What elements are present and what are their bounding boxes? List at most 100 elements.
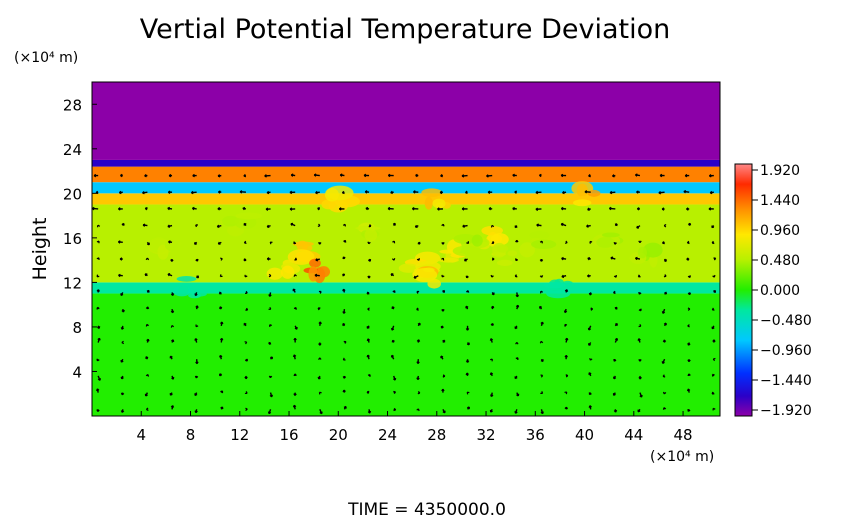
wind-arrowhead <box>293 307 297 310</box>
time-label: TIME = 4350000.0 <box>347 500 506 519</box>
wind-arrowhead <box>615 323 618 326</box>
wind-arrowhead <box>587 327 592 331</box>
heatmap-layer <box>92 159 720 167</box>
wind-arrowhead <box>638 308 642 312</box>
wind-arrowhead <box>171 339 175 343</box>
wind-arrowhead <box>194 241 197 245</box>
wind-arrowhead <box>367 241 371 245</box>
wind-arrowhead <box>268 294 272 297</box>
wind-arrowhead <box>687 343 691 346</box>
wind-arrowhead <box>144 273 148 277</box>
anomaly-blob <box>178 285 189 294</box>
wind-arrowhead <box>191 206 195 211</box>
wind-arrowhead <box>588 173 591 178</box>
anomaly-blob <box>355 226 381 231</box>
wind-arrowhead <box>244 391 248 395</box>
anomaly-blob <box>596 237 615 248</box>
wind-arrowhead <box>170 405 175 408</box>
wind-arrowhead <box>342 323 346 326</box>
wind-arrowhead <box>686 207 689 211</box>
wind-arrowhead <box>343 340 347 344</box>
wind-arrowhead <box>663 274 667 278</box>
wind-arrowhead <box>661 207 665 211</box>
wind-arrowhead <box>118 207 121 211</box>
wind-arrowhead <box>268 306 272 310</box>
wind-arrowhead <box>638 359 642 362</box>
wind-arrowhead <box>171 376 175 380</box>
wind-arrowhead <box>363 173 367 178</box>
wind-arrowhead <box>289 207 293 211</box>
wind-arrowhead <box>416 258 420 261</box>
wind-arrowhead <box>342 311 346 314</box>
wind-arrowhead <box>290 222 294 226</box>
anomaly-blob <box>572 199 592 207</box>
wind-arrowhead <box>190 190 194 195</box>
wind-arrowhead <box>342 357 346 361</box>
wind-arrowhead <box>634 173 638 177</box>
wind-arrowhead <box>415 173 418 178</box>
wind-arrowhead <box>313 173 317 177</box>
colorbar-tick-label: 1.920 <box>760 163 800 179</box>
x-axis: 4 8 12 16 20 24 28 32 36 40 44 48 <box>136 411 693 444</box>
wind-arrowhead <box>539 173 542 178</box>
wind-arrowhead <box>638 376 642 380</box>
wind-arrowhead <box>366 390 370 395</box>
wind-arrowhead <box>243 240 247 245</box>
colorbar-tick-label: 1.440 <box>760 193 800 209</box>
wind-arrowhead <box>168 240 171 244</box>
wind-arrowhead <box>96 358 100 362</box>
wind-arrowhead <box>490 305 495 309</box>
wind-arrowhead <box>97 378 102 381</box>
wind-arrowhead <box>539 290 544 294</box>
wind-arrowhead <box>367 374 371 377</box>
wind-arrowhead <box>317 307 321 311</box>
anomaly-blob <box>452 245 481 257</box>
y-tick-label: 20 <box>63 185 82 203</box>
anomaly-blob <box>321 199 336 210</box>
anomaly-blob <box>424 196 433 210</box>
wind-arrowhead <box>217 241 221 245</box>
wind-arrowhead <box>686 257 689 261</box>
wind-arrowhead <box>120 410 125 413</box>
wind-arrowhead <box>243 222 247 226</box>
wind-arrowhead <box>367 410 372 414</box>
wind-arrowhead <box>587 256 591 261</box>
wind-arrowhead <box>491 240 495 245</box>
wind-arrowhead <box>169 392 173 396</box>
wind-arrowhead <box>416 339 421 342</box>
wind-arrowhead <box>220 321 224 325</box>
wind-arrowhead <box>416 361 420 364</box>
wind-arrowhead <box>145 374 150 377</box>
wind-arrowhead <box>219 354 223 358</box>
wind-arrowhead <box>515 258 519 262</box>
wind-arrowhead <box>539 275 544 278</box>
wind-arrowhead <box>565 337 569 341</box>
wind-arrowhead <box>318 357 322 361</box>
wind-arrowhead <box>540 321 544 325</box>
wind-arrowhead <box>368 224 372 228</box>
wind-arrowhead <box>169 355 173 359</box>
wind-arrowhead <box>120 376 124 380</box>
wind-arrowhead <box>368 259 372 262</box>
wind-arrowhead <box>614 337 619 341</box>
wind-arrowhead <box>293 274 297 277</box>
wind-arrowhead <box>315 190 318 195</box>
wind-arrowhead <box>442 374 446 378</box>
anomaly-blob <box>432 198 446 209</box>
wind-arrowhead <box>465 190 468 195</box>
wind-arrowhead <box>560 222 564 227</box>
wind-arrowhead <box>195 324 199 328</box>
wind-arrowhead <box>465 290 470 293</box>
wind-arrowhead <box>317 207 320 211</box>
anomaly-blob <box>519 242 535 258</box>
colorbar-tick-label: −1.920 <box>760 403 812 419</box>
anomaly-blob <box>427 278 441 289</box>
wind-arrowhead <box>589 240 593 244</box>
x-tick-label: 40 <box>575 426 594 444</box>
wind-arrowhead <box>97 326 101 329</box>
wind-arrowhead <box>465 360 470 363</box>
colorbar-tick-label: 0.480 <box>760 253 800 269</box>
wind-arrowhead <box>659 173 663 178</box>
wind-arrowhead <box>97 337 101 341</box>
